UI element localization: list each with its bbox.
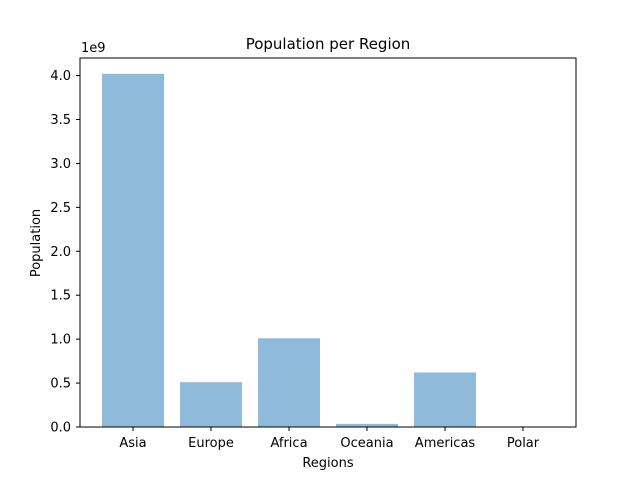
x-axis-label: Regions — [302, 456, 354, 471]
y-tick-label: 1.5 — [50, 289, 71, 304]
y-axis-label: Population — [29, 209, 44, 277]
chart-title: Population per Region — [246, 35, 411, 53]
x-tick-label: Polar — [507, 436, 540, 451]
y-tick-label: 3.0 — [50, 157, 71, 172]
x-tick-label: Africa — [270, 436, 307, 451]
bar-africa — [258, 338, 320, 427]
y-tick-label: 2.5 — [50, 201, 71, 216]
x-tick-label: Oceania — [340, 436, 393, 451]
y-tick-label: 1.0 — [50, 333, 71, 348]
x-tick-label: Americas — [415, 436, 476, 451]
x-tick-label: Asia — [119, 436, 146, 451]
y-tick-label: 0.5 — [50, 377, 71, 392]
x-tick-label: Europe — [188, 436, 234, 451]
y-axis-ticks: 0.0 0.5 1.0 1.5 2.0 2.5 3.0 3.5 4.0 — [50, 69, 80, 436]
bars — [102, 73, 476, 428]
x-axis-ticks: Asia Europe Africa Oceania Americas Polar — [119, 427, 540, 451]
bar-europe — [180, 382, 242, 427]
bar-americas — [414, 372, 476, 427]
y-axis-offset-label: 1e9 — [81, 41, 106, 56]
bar-asia — [102, 73, 164, 428]
y-tick-label: 2.0 — [50, 245, 71, 260]
y-tick-label: 3.5 — [50, 113, 71, 128]
bar-oceania — [336, 423, 398, 427]
y-tick-label: 4.0 — [50, 69, 71, 84]
y-tick-label: 0.0 — [50, 421, 71, 436]
plot-frame — [79, 57, 577, 428]
